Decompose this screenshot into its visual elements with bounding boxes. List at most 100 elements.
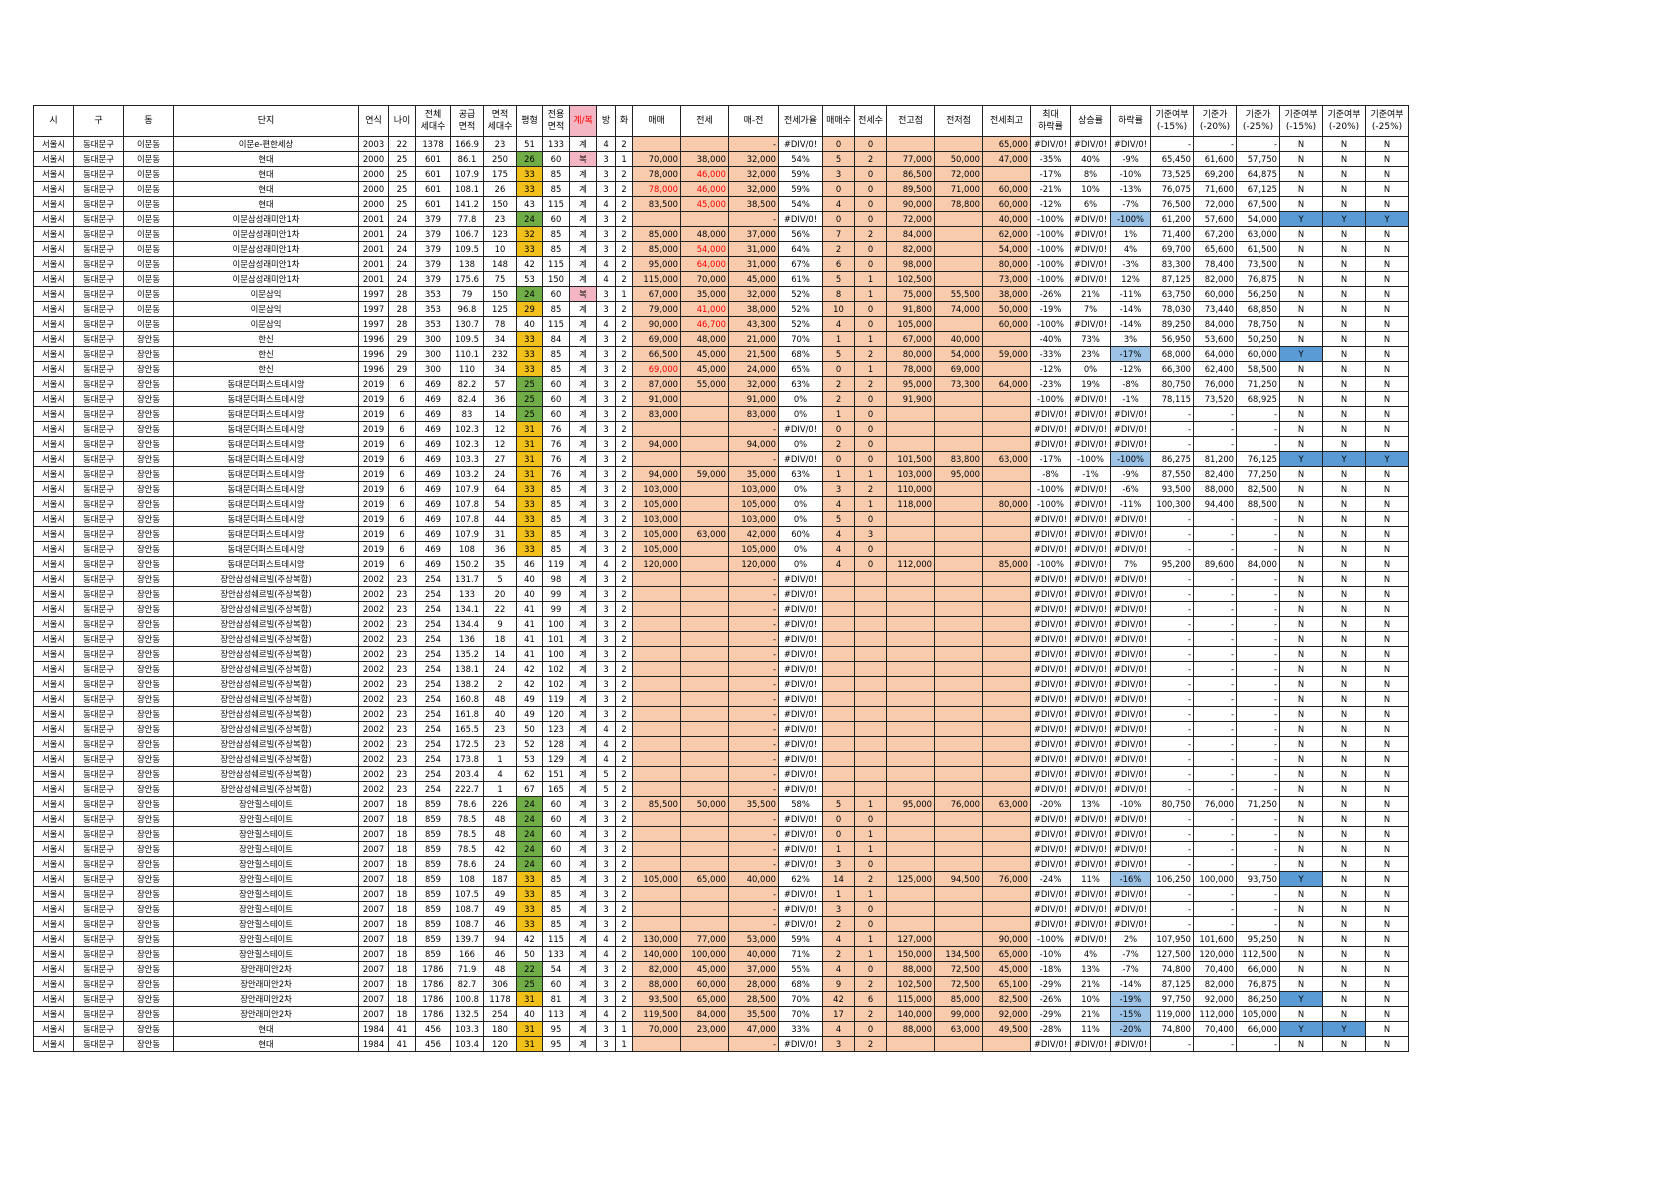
table-cell[interactable]: 132.5: [450, 1006, 484, 1022]
table-cell[interactable]: 2007: [358, 796, 389, 812]
table-cell[interactable]: -17%: [1030, 166, 1071, 182]
table-cell[interactable]: 76,875: [1236, 271, 1280, 287]
table-cell[interactable]: [854, 616, 887, 632]
table-cell[interactable]: 52: [516, 736, 543, 752]
table-cell[interactable]: 10: [822, 301, 855, 317]
table-cell[interactable]: 동대문구: [73, 361, 124, 377]
table-cell[interactable]: 계: [569, 556, 597, 572]
table-cell[interactable]: -: [1150, 706, 1194, 722]
table-cell[interactable]: 동대문구: [73, 781, 124, 797]
table-cell[interactable]: [886, 811, 935, 827]
table-cell[interactable]: N: [1365, 481, 1409, 497]
table-cell[interactable]: -: [1150, 781, 1194, 797]
table-cell[interactable]: -: [728, 586, 779, 602]
table-cell[interactable]: [680, 901, 729, 917]
table-cell[interactable]: 85: [542, 166, 570, 182]
table-cell[interactable]: [886, 736, 935, 752]
table-cell[interactable]: -: [1150, 751, 1194, 767]
table-cell[interactable]: 계: [569, 316, 597, 332]
table-cell[interactable]: 1: [483, 751, 517, 767]
table-cell[interactable]: 계: [569, 751, 597, 767]
table-cell[interactable]: 동대문구: [73, 466, 124, 482]
table-cell[interactable]: 18: [483, 631, 517, 647]
table-cell[interactable]: -3%: [1110, 256, 1151, 272]
table-row[interactable]: 서울시 동대문구 장안동 장안힐스테이트 2007 18 859 78.5 42 24 60 계 3 2-…: [33, 841, 1409, 857]
table-cell[interactable]: [982, 646, 1031, 662]
table-cell[interactable]: 0: [854, 901, 887, 917]
table-cell[interactable]: N: [1322, 181, 1366, 197]
table-cell[interactable]: 57,750: [1236, 151, 1280, 167]
table-cell[interactable]: 66,000: [1236, 1021, 1280, 1037]
table-cell[interactable]: [982, 766, 1031, 782]
table-cell[interactable]: N: [1322, 466, 1366, 482]
table-cell[interactable]: 40,000: [728, 946, 779, 962]
table-cell[interactable]: 4: [596, 1006, 616, 1022]
table-cell[interactable]: 94,000: [728, 436, 779, 452]
table-cell[interactable]: 85: [542, 481, 570, 497]
table-cell[interactable]: 31,000: [728, 256, 779, 272]
table-cell[interactable]: N: [1365, 841, 1409, 857]
table-cell[interactable]: 3: [596, 406, 616, 422]
table-cell[interactable]: 23: [388, 631, 416, 647]
table-cell[interactable]: 84,000: [886, 226, 935, 242]
table-cell[interactable]: 1: [854, 286, 887, 302]
table-cell[interactable]: 254: [415, 676, 451, 692]
table-cell[interactable]: 계: [569, 781, 597, 797]
table-cell[interactable]: [680, 541, 729, 557]
table-cell[interactable]: 18: [388, 946, 416, 962]
table-cell[interactable]: 93,500: [632, 991, 681, 1007]
table-cell[interactable]: -: [1150, 841, 1194, 857]
table-cell[interactable]: -: [1193, 736, 1237, 752]
table-cell[interactable]: 97,750: [1150, 991, 1194, 1007]
table-cell[interactable]: 장안삼성쉐르빌(주상복합): [173, 586, 359, 602]
table-cell[interactable]: #DIV/0!: [1070, 421, 1111, 437]
table-cell[interactable]: 0: [854, 136, 887, 152]
table-cell[interactable]: N: [1365, 856, 1409, 872]
table-cell[interactable]: 95,000: [886, 376, 935, 392]
table-cell[interactable]: 계: [569, 586, 597, 602]
table-cell[interactable]: 동대문구: [73, 916, 124, 932]
table-cell[interactable]: 99: [542, 586, 570, 602]
table-cell[interactable]: 103.4: [450, 1036, 484, 1052]
table-cell[interactable]: [822, 676, 855, 692]
table-cell[interactable]: -40%: [1030, 331, 1071, 347]
table-cell[interactable]: -: [728, 916, 779, 932]
table-cell[interactable]: 203.4: [450, 766, 484, 782]
table-cell[interactable]: 85: [542, 346, 570, 362]
table-cell[interactable]: 105,000: [1236, 1006, 1280, 1022]
table-cell[interactable]: 장안동: [123, 676, 174, 692]
table-cell[interactable]: 73,440: [1193, 301, 1237, 317]
table-cell[interactable]: 계: [569, 931, 597, 947]
table-cell[interactable]: 41: [388, 1021, 416, 1037]
table-cell[interactable]: N: [1279, 511, 1323, 527]
table-cell[interactable]: [680, 751, 729, 767]
table-cell[interactable]: 동대문구: [73, 931, 124, 947]
table-cell[interactable]: Y: [1322, 451, 1366, 467]
table-cell[interactable]: 3: [596, 241, 616, 257]
table-cell[interactable]: N: [1365, 271, 1409, 287]
table-cell[interactable]: [822, 586, 855, 602]
table-cell[interactable]: 2: [615, 706, 633, 722]
table-cell[interactable]: 68,925: [1236, 391, 1280, 407]
table-cell[interactable]: 동대문구: [73, 166, 124, 182]
table-cell[interactable]: -: [1193, 1036, 1237, 1052]
table-cell[interactable]: 5: [483, 571, 517, 587]
table-cell[interactable]: 134,500: [934, 946, 983, 962]
table-cell[interactable]: 2: [615, 556, 633, 572]
table-cell[interactable]: Y: [1279, 211, 1323, 227]
table-cell[interactable]: 859: [415, 946, 451, 962]
table-cell[interactable]: 140,000: [886, 1006, 935, 1022]
table-cell[interactable]: 601: [415, 151, 451, 167]
table-row[interactable]: 서울시 동대문구 장안동 장안힐스테이트 2007 18 859 78.5 48 24 60 계 3 2-…: [33, 826, 1409, 842]
table-cell[interactable]: 50: [516, 721, 543, 737]
table-cell[interactable]: 21,000: [728, 331, 779, 347]
table-cell[interactable]: 0%: [1070, 361, 1111, 377]
table-cell[interactable]: 서울시: [33, 151, 74, 167]
table-cell[interactable]: 28: [388, 301, 416, 317]
table-cell[interactable]: 859: [415, 841, 451, 857]
table-cell[interactable]: 2: [615, 181, 633, 197]
table-cell[interactable]: -26%: [1030, 991, 1071, 1007]
table-cell[interactable]: -: [1236, 736, 1280, 752]
table-cell[interactable]: 1997: [358, 316, 389, 332]
table-cell[interactable]: 4: [822, 541, 855, 557]
